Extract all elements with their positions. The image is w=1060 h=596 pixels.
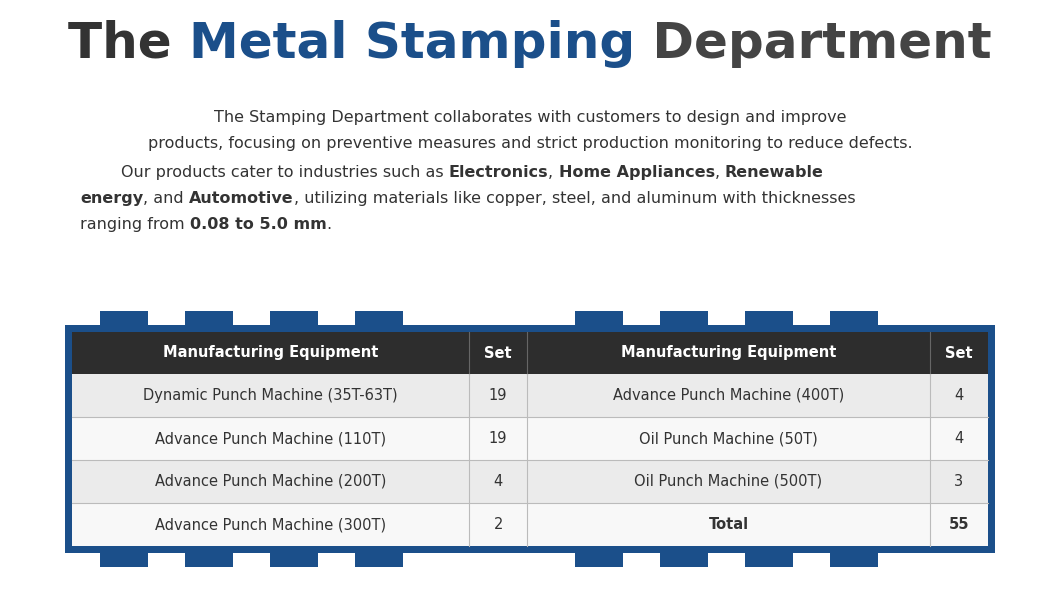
FancyBboxPatch shape [100,553,148,567]
Text: Set: Set [946,346,973,361]
Text: 19: 19 [489,431,508,446]
FancyBboxPatch shape [575,553,623,567]
FancyBboxPatch shape [270,311,318,325]
FancyBboxPatch shape [660,311,708,325]
Text: ranging from: ranging from [80,217,190,232]
Text: Total: Total [708,517,748,532]
Text: Dynamic Punch Machine (35T-63T): Dynamic Punch Machine (35T-63T) [143,388,398,403]
FancyBboxPatch shape [830,553,878,567]
Text: Electronics: Electronics [448,165,548,180]
Text: ,: , [548,165,559,180]
FancyBboxPatch shape [270,553,318,567]
Text: Advance Punch Machine (110T): Advance Punch Machine (110T) [155,431,386,446]
Text: 4: 4 [494,474,502,489]
FancyBboxPatch shape [355,311,403,325]
Text: , utilizing materials like copper, steel, and aluminum with thicknesses: , utilizing materials like copper, steel… [294,191,855,206]
FancyBboxPatch shape [72,503,988,546]
Text: , and: , and [143,191,189,206]
FancyBboxPatch shape [745,553,793,567]
FancyBboxPatch shape [186,553,233,567]
Text: Home Appliances: Home Appliances [559,165,714,180]
Text: products, focusing on preventive measures and strict production monitoring to re: products, focusing on preventive measure… [147,136,913,151]
Text: The Stamping Department collaborates with customers to design and improve: The Stamping Department collaborates wit… [214,110,846,125]
Text: Oil Punch Machine (500T): Oil Punch Machine (500T) [635,474,823,489]
Text: Our products cater to industries such as: Our products cater to industries such as [80,165,448,180]
Text: Manufacturing Equipment: Manufacturing Equipment [163,346,378,361]
FancyBboxPatch shape [660,553,708,567]
FancyBboxPatch shape [65,325,995,553]
FancyBboxPatch shape [830,311,878,325]
FancyBboxPatch shape [72,460,988,503]
Text: 0.08 to 5.0 mm: 0.08 to 5.0 mm [190,217,326,232]
Text: 3: 3 [954,474,964,489]
Text: Manufacturing Equipment: Manufacturing Equipment [621,346,836,361]
FancyBboxPatch shape [100,311,148,325]
FancyBboxPatch shape [72,417,988,460]
Text: 4: 4 [954,431,964,446]
FancyBboxPatch shape [355,553,403,567]
Text: Set: Set [484,346,512,361]
Text: Department: Department [635,20,992,68]
Text: .: . [326,217,332,232]
Text: Metal Stamping: Metal Stamping [189,20,635,68]
Text: The: The [68,20,189,68]
FancyBboxPatch shape [186,311,233,325]
Text: 4: 4 [954,388,964,403]
FancyBboxPatch shape [72,374,988,417]
Text: ,: , [714,165,725,180]
Text: Advance Punch Machine (400T): Advance Punch Machine (400T) [613,388,844,403]
Text: 19: 19 [489,388,508,403]
Text: 2: 2 [494,517,502,532]
FancyBboxPatch shape [575,311,623,325]
FancyBboxPatch shape [745,311,793,325]
FancyBboxPatch shape [72,332,988,374]
Text: Oil Punch Machine (50T): Oil Punch Machine (50T) [639,431,818,446]
Text: Advance Punch Machine (300T): Advance Punch Machine (300T) [155,517,386,532]
Text: Automotive: Automotive [189,191,294,206]
Text: Advance Punch Machine (200T): Advance Punch Machine (200T) [155,474,386,489]
Text: Renewable: Renewable [725,165,824,180]
Text: energy: energy [80,191,143,206]
Text: 55: 55 [949,517,969,532]
